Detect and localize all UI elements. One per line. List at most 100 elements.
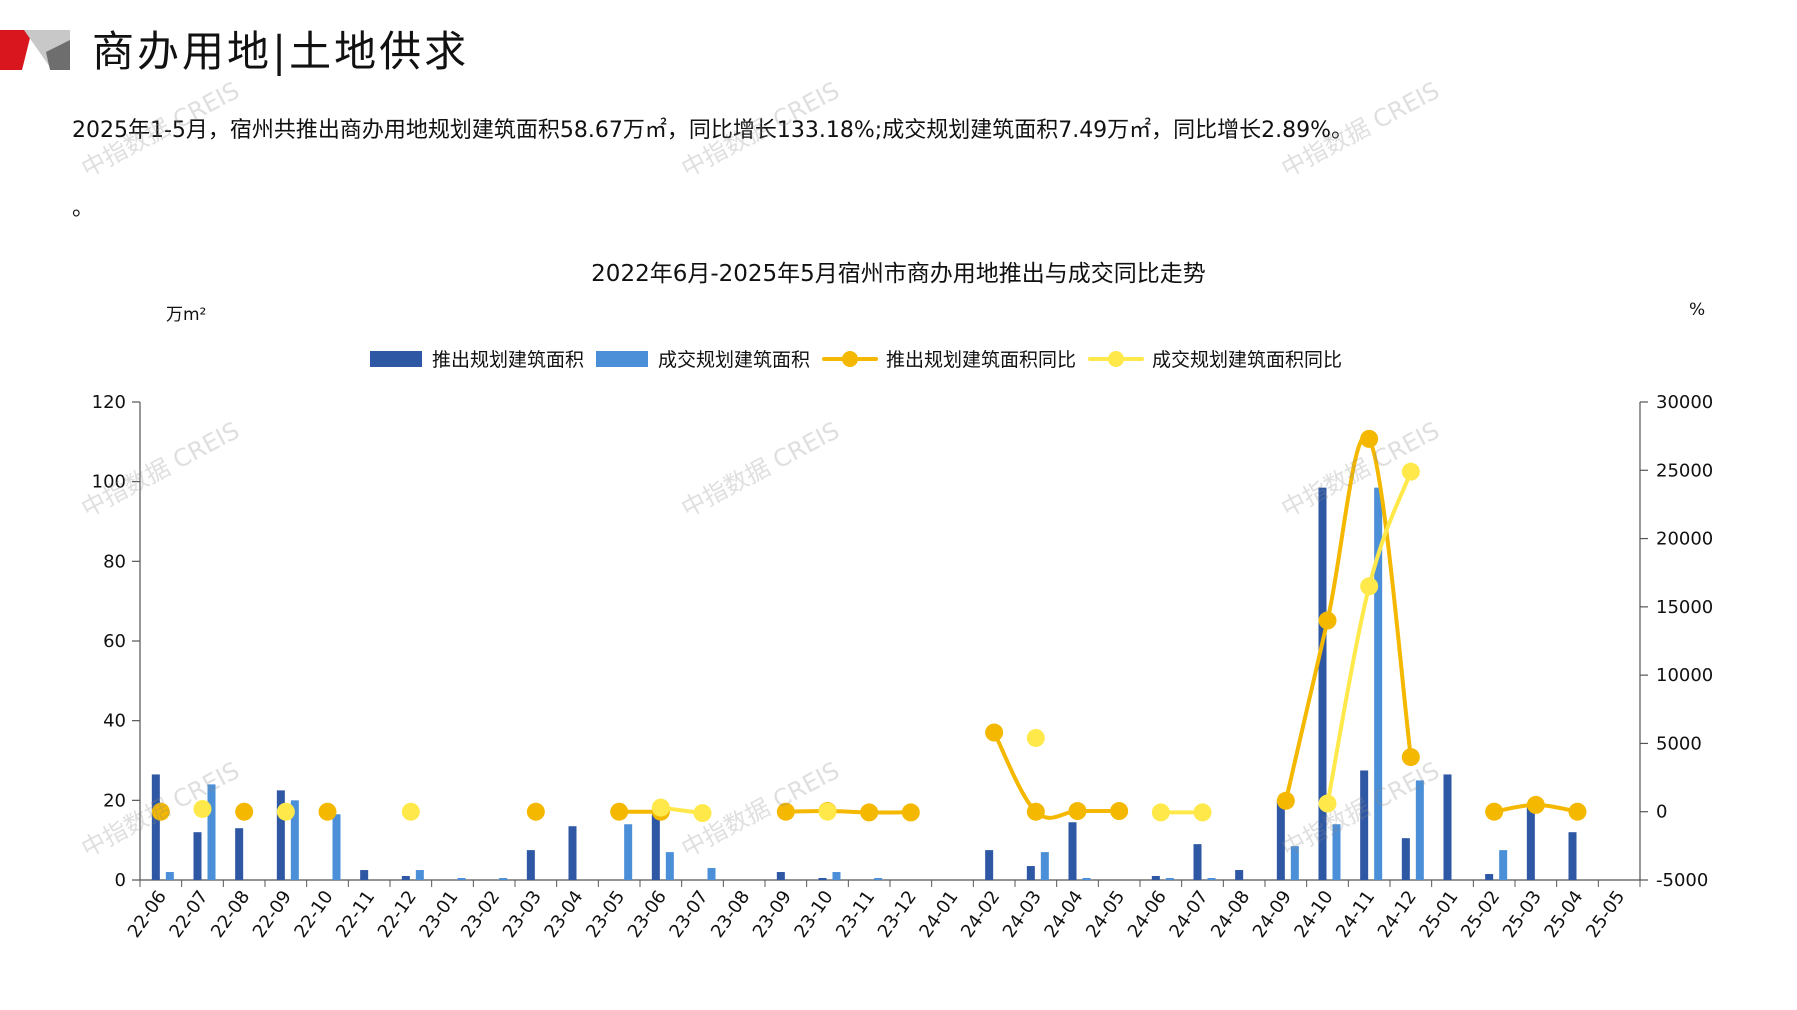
x-tick-label: 23-11 xyxy=(832,887,879,942)
bar-supply-area xyxy=(235,828,244,880)
x-tick-label: 22-07 xyxy=(165,887,212,942)
bar-deal-area xyxy=(499,878,508,880)
x-tick-label: 24-04 xyxy=(1040,887,1087,942)
bar-deal-area xyxy=(874,878,883,880)
x-tick-label: 23-09 xyxy=(749,887,796,942)
point-supply-yoy xyxy=(1526,795,1545,814)
right-y-tick-label: 30000 xyxy=(1656,392,1713,413)
left-y-tick-label: 80 xyxy=(103,551,126,572)
x-tick-label: 23-10 xyxy=(790,887,837,942)
bar-deal-area xyxy=(1207,878,1216,880)
x-tick-label: 25-04 xyxy=(1540,887,1587,942)
logo-red-shape xyxy=(0,30,32,70)
watermark: 中指数据 CREIS xyxy=(676,416,845,524)
right-y-tick-label: 15000 xyxy=(1656,597,1713,618)
bar-supply-area xyxy=(1026,866,1035,880)
bar-deal-area xyxy=(1082,878,1091,880)
x-tick-label: 24-12 xyxy=(1374,887,1421,942)
chart-legend: 推出规划建筑面积 成交规划建筑面积 推出规划建筑面积同比 成交规划建筑面积同比 xyxy=(370,345,1354,372)
point-deal-yoy xyxy=(193,799,212,818)
point-supply-yoy xyxy=(610,802,629,821)
right-y-tick-label: 10000 xyxy=(1656,665,1713,686)
bar-deal-area xyxy=(1415,780,1424,880)
left-axis-unit: 万m² xyxy=(166,305,207,325)
point-supply-yoy xyxy=(1318,611,1337,630)
bar-supply-area xyxy=(1318,487,1327,880)
x-tick-label: 23-08 xyxy=(707,887,754,942)
x-tick-label: 25-05 xyxy=(1582,887,1629,942)
x-tick-label: 22-09 xyxy=(249,887,296,942)
bar-supply-area xyxy=(1443,774,1452,880)
watermark: 中指数据 CREIS xyxy=(1276,756,1445,864)
bar-supply-area xyxy=(1485,874,1494,880)
bar-deal-area xyxy=(1165,878,1174,880)
bar-supply-area xyxy=(1526,804,1535,880)
point-deal-yoy xyxy=(693,804,712,823)
x-tick-label: 22-08 xyxy=(207,887,254,942)
bar-supply-area xyxy=(276,790,285,880)
line-supply-yoy xyxy=(1493,802,1578,814)
bar-supply-area xyxy=(818,878,827,880)
x-tick-label: 24-06 xyxy=(1124,887,1171,942)
point-supply-yoy xyxy=(1276,791,1295,810)
x-tick-label: 23-02 xyxy=(457,887,504,942)
point-deal-yoy xyxy=(1318,794,1337,813)
x-tick-label: 22-11 xyxy=(332,887,379,942)
bar-deal-area xyxy=(707,868,716,880)
point-supply-yoy xyxy=(901,803,920,822)
x-tick-label: 23-01 xyxy=(415,887,462,942)
line-supply-yoy xyxy=(992,731,1120,820)
x-tick-label: 24-10 xyxy=(1290,887,1337,942)
right-y-tick-label: -5000 xyxy=(1656,870,1708,891)
point-deal-yoy xyxy=(1151,803,1170,822)
point-deal-yoy xyxy=(1026,728,1045,747)
x-tick-label: 24-09 xyxy=(1249,887,1296,942)
point-supply-yoy xyxy=(318,802,337,821)
bar-deal-area xyxy=(165,872,174,880)
watermark: 中指数据 CREIS xyxy=(1276,416,1445,524)
point-supply-yoy xyxy=(1068,802,1087,821)
bar-supply-area xyxy=(651,814,660,880)
bar-deal-area xyxy=(1374,487,1383,880)
point-supply-yoy xyxy=(985,723,1004,742)
bar-supply-area xyxy=(1193,844,1202,880)
right-y-tick-label: 25000 xyxy=(1656,460,1713,481)
bar-supply-area xyxy=(1235,870,1244,880)
bar-deal-area xyxy=(290,800,299,880)
bar-supply-area xyxy=(1276,800,1285,880)
point-supply-yoy xyxy=(1568,802,1587,821)
legend-item-supply-area: 推出规划建筑面积 xyxy=(370,345,584,372)
bar-supply-area xyxy=(985,850,994,880)
line-deal-yoy xyxy=(1325,470,1413,804)
bar-deal-area xyxy=(415,870,424,880)
bar-deal-area xyxy=(624,824,633,880)
point-deal-yoy xyxy=(401,802,420,821)
legend-item-supply-yoy: 推出规划建筑面积同比 xyxy=(822,345,1076,372)
right-y-tick-label: 5000 xyxy=(1656,733,1702,754)
legend-label: 成交规划建筑面积 xyxy=(658,349,811,371)
summary-text: 2025年1-5月，宿州共推出商办用地规划建筑面积58.67万㎡，同比增长133… xyxy=(72,118,1354,143)
legend-item-deal-area: 成交规划建筑面积 xyxy=(596,345,810,372)
bar-deal-area xyxy=(207,784,216,880)
legend-item-deal-yoy: 成交规划建筑面积同比 xyxy=(1088,345,1342,372)
x-tick-label: 24-11 xyxy=(1332,887,1379,942)
point-deal-yoy xyxy=(1360,577,1379,596)
left-y-tick-label: 60 xyxy=(103,631,126,652)
bar-deal-area xyxy=(1290,846,1299,880)
x-tick-label: 23-07 xyxy=(665,887,712,942)
x-tick-label: 22-10 xyxy=(290,887,337,942)
point-supply-yoy xyxy=(860,803,879,822)
point-supply-yoy xyxy=(776,802,795,821)
chart-title: 2022年6月-2025年5月宿州市商办用地推出与成交同比走势 xyxy=(591,261,1206,287)
point-supply-yoy xyxy=(1401,748,1420,767)
legend-swatch-deal-yoy xyxy=(1088,350,1145,367)
x-tick-label: 24-01 xyxy=(915,887,962,942)
x-tick-label: 23-06 xyxy=(624,887,671,942)
bar-supply-area xyxy=(360,870,369,880)
watermark: 中指数据 CREIS xyxy=(676,756,845,864)
bar-deal-area xyxy=(457,878,466,880)
right-axis-unit: % xyxy=(1689,300,1706,320)
point-deal-yoy xyxy=(651,798,670,817)
logo-dark-shape xyxy=(46,40,70,70)
